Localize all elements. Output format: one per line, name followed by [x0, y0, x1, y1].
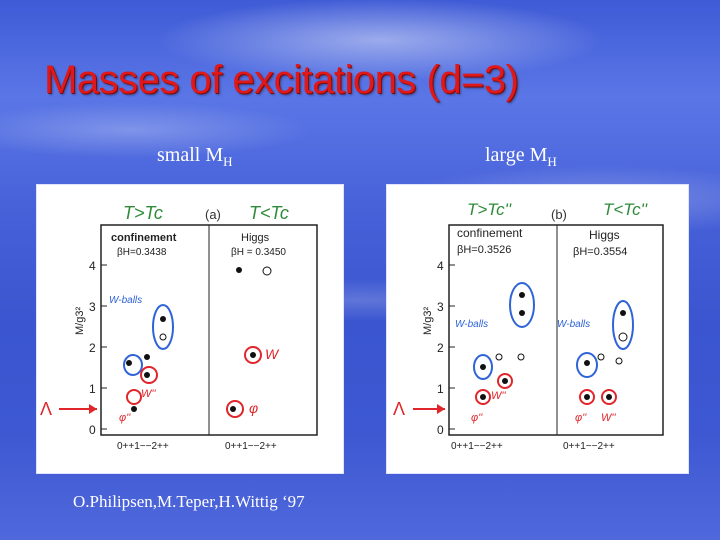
left-mark	[160, 316, 166, 322]
left-data-marks	[126, 266, 272, 412]
right-label: large MH	[485, 144, 557, 170]
left-red-ring	[226, 400, 244, 418]
right-label-sub: H	[547, 154, 557, 169]
left-higgs-beta: βH = 0.3450	[231, 247, 286, 258]
right-wball-ring	[612, 300, 634, 350]
right-header-left: T>Tc''	[467, 200, 512, 219]
left-lambda-arrowhead	[89, 404, 97, 414]
right-xtick-higgs: 0++1−−2++	[563, 441, 615, 452]
left-conf-label: confinement	[111, 232, 177, 244]
left-mark	[131, 406, 137, 412]
left-ytick-0: 0	[89, 423, 96, 437]
left-anno-phi2: φ	[249, 400, 258, 416]
right-mark	[620, 310, 626, 316]
left-plot-panel: T>Tc (a) T<Tc 0 1 2 3 4 M/g3² confinemen…	[37, 185, 343, 473]
left-header-left: T>Tc	[123, 203, 163, 223]
left-anno-lambda: Λ	[40, 399, 52, 419]
right-red-ring	[579, 389, 595, 405]
right-mark	[597, 353, 605, 361]
right-mark	[615, 357, 623, 365]
right-conf-beta: βH=0.3526	[457, 244, 511, 256]
left-header-right: T<Tc	[249, 203, 289, 223]
right-ytick-2: 2	[437, 341, 444, 355]
left-ytick-1: 1	[89, 382, 96, 396]
left-label-sub: H	[223, 154, 233, 169]
right-anno-lambda: Λ	[393, 399, 405, 419]
right-xtick-conf: 0++1−−2++	[451, 441, 503, 452]
right-mark	[606, 394, 612, 400]
right-red-ring	[475, 389, 491, 405]
left-red-ring	[244, 346, 262, 364]
right-header-right: T<Tc''	[603, 200, 648, 219]
left-xtick-conf: 0++1−−2++	[117, 441, 169, 452]
left-label: small MH	[157, 144, 233, 170]
right-mark	[495, 353, 503, 361]
left-wball-ring	[152, 304, 174, 350]
right-data-marks	[480, 292, 628, 400]
right-mark	[519, 292, 525, 298]
right-anno-phi2: φ''	[575, 412, 587, 424]
left-mark	[159, 333, 167, 341]
left-xtick-higgs: 0++1−−2++	[225, 441, 277, 452]
right-ytick-1: 1	[437, 382, 444, 396]
right-mark	[584, 394, 590, 400]
left-mark	[236, 267, 242, 273]
left-mark	[262, 266, 272, 276]
slide-title: Masses of excitations (d=3)	[44, 58, 519, 102]
right-plot-panel: T>Tc'' (b) T<Tc'' 0 1 2 3 4 M/g3² confin…	[387, 185, 688, 473]
right-axes-frame	[448, 224, 664, 436]
right-wball-ring	[509, 282, 535, 328]
right-anno-wballs2: W-balls	[557, 319, 590, 330]
left-mark	[126, 360, 132, 366]
left-anno-w: W''	[141, 388, 156, 400]
left-red-ring	[140, 366, 158, 384]
left-plot-figure: T>Tc (a) T<Tc 0 1 2 3 4 M/g3² confinemen…	[40, 203, 318, 452]
left-ytick-3: 3	[89, 300, 96, 314]
right-ytick-3: 3	[437, 300, 444, 314]
left-label-main: small M	[157, 144, 224, 166]
right-mark	[618, 332, 628, 342]
right-higgs-label: Higgs	[589, 228, 620, 242]
right-mark	[502, 378, 508, 384]
left-ytick-2: 2	[89, 341, 96, 355]
right-label-main: large M	[485, 144, 548, 166]
left-conf-beta: βH=0.3438	[117, 247, 167, 258]
right-plot-figure: T>Tc'' (b) T<Tc'' 0 1 2 3 4 M/g3² confin…	[393, 200, 664, 452]
right-mark	[584, 360, 590, 366]
right-ylabel: M/g3²	[422, 307, 434, 335]
right-anno-w: W''	[491, 390, 506, 402]
left-anno-w2: W	[265, 346, 280, 362]
left-anno-phi: φ''	[119, 412, 131, 424]
right-ytick-0: 0	[437, 423, 444, 437]
left-mark	[144, 354, 150, 360]
left-wball-ring	[123, 354, 143, 376]
left-ylabel: M/g3²	[74, 307, 86, 335]
right-wball-ring	[473, 354, 493, 380]
right-anno-phi: φ''	[471, 412, 483, 424]
left-ytick-4: 4	[89, 259, 96, 273]
right-lambda-arrowhead	[437, 404, 445, 414]
left-mark	[144, 372, 150, 378]
right-red-ring	[601, 389, 617, 405]
right-higgs-beta: βH=0.3554	[573, 246, 627, 258]
right-wball-ring	[576, 352, 598, 378]
right-panel-tag: (b)	[551, 207, 567, 222]
left-anno-wballs: W-balls	[109, 295, 142, 306]
right-conf-label: confinement	[457, 226, 523, 240]
left-red-ring	[126, 389, 142, 405]
right-mark	[480, 394, 486, 400]
left-mark	[230, 406, 236, 412]
left-panel-tag: (a)	[205, 207, 221, 222]
right-mark	[519, 310, 525, 316]
right-ytick-4: 4	[437, 259, 444, 273]
left-mark	[250, 352, 256, 358]
right-red-ring	[497, 373, 513, 389]
right-mark	[480, 364, 486, 370]
right-anno-w2: W''	[601, 412, 616, 424]
citation: O.Philipsen,M.Teper,H.Wittig ‘97	[73, 492, 305, 511]
right-mark	[517, 353, 525, 361]
right-anno-wballs: W-balls	[455, 319, 488, 330]
left-higgs-label: Higgs	[241, 232, 270, 244]
